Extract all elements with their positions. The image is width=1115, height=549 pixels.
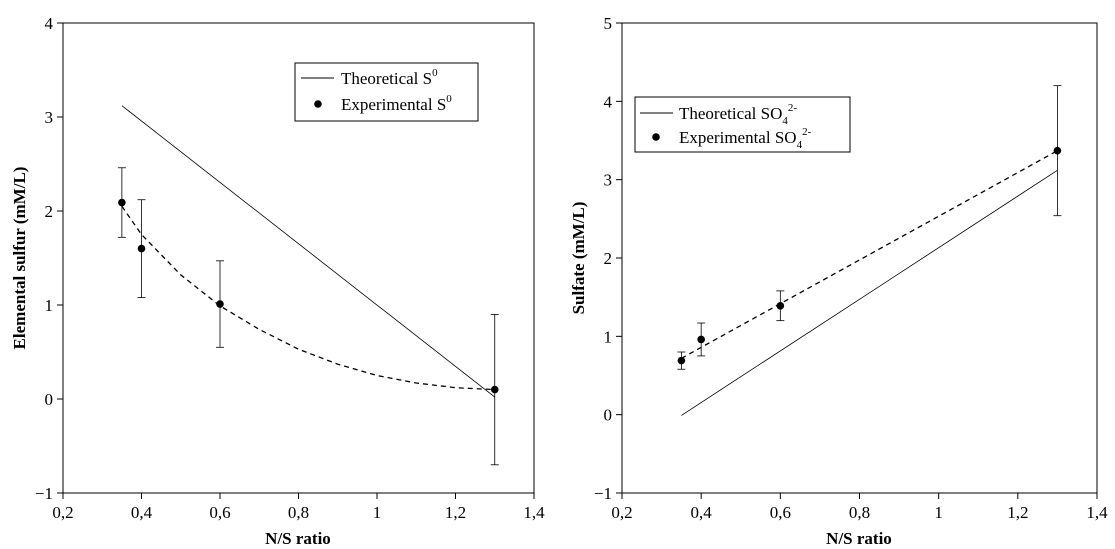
y-tick-label: 3 <box>45 108 54 127</box>
data-marks <box>677 85 1062 416</box>
y-axis-title: Sulfate (mM/L) <box>569 202 588 315</box>
x-tick-label: 0,4 <box>131 503 153 522</box>
legend-box <box>294 62 479 122</box>
data-point <box>137 244 146 253</box>
theoretical-line <box>681 169 1058 416</box>
x-tick-label: 1,2 <box>1007 503 1028 522</box>
x-tick-label: 1,4 <box>523 503 545 522</box>
data-point <box>697 335 705 344</box>
y-tick-label: 1 <box>604 327 613 346</box>
data-point <box>1053 146 1062 155</box>
x-tick-label: 0,4 <box>691 503 713 522</box>
elemental-sulfur-panel: 0,2 0,4 0,6 0,8 1 1,2 1,4 −1 0 1 2 3 4 N/S ratio El… <box>10 14 545 548</box>
x-tick-label: 0,6 <box>770 503 791 522</box>
y-tick-label: 3 <box>604 171 613 190</box>
x-tick-label: 1,2 <box>445 503 466 522</box>
legend-label-experimental: Experimental SO42- <box>679 126 812 151</box>
x-ticks: 0,2 0,4 0,6 0,8 1 1,2 1,4 <box>611 493 1108 522</box>
x-tick-label: 1,4 <box>1086 503 1108 522</box>
legend: Theoretical SO42- Experimental SO42- <box>634 96 851 153</box>
data-point <box>216 300 224 308</box>
fit-curve <box>681 150 1058 359</box>
legend-marker-experimental <box>314 100 322 108</box>
y-tick-label: −1 <box>594 484 612 503</box>
theoretical-line <box>121 105 496 398</box>
x-tick-label: 1 <box>934 503 943 522</box>
y-tick-label: −1 <box>35 484 53 503</box>
y-ticks: −1 0 1 2 3 4 <box>35 14 63 503</box>
x-tick-label: 0,6 <box>209 503 230 522</box>
legend-label-theoretical: Theoretical SO42- <box>679 102 797 127</box>
y-tick-label: 0 <box>604 406 613 425</box>
data-point <box>677 356 686 365</box>
y-tick-label: 5 <box>604 14 613 33</box>
data-point <box>118 198 126 207</box>
x-ticks: 0,2 0,4 0,6 0,8 1 1,2 1,4 <box>52 493 545 522</box>
data-point <box>776 301 785 310</box>
y-tick-label: 2 <box>45 202 54 221</box>
y-tick-label: 0 <box>45 390 54 409</box>
plot-frame <box>621 22 1098 494</box>
x-tick-label: 0,2 <box>611 503 632 522</box>
y-tick-label: 4 <box>604 92 613 111</box>
x-axis-title: N/S ratio <box>826 529 892 548</box>
y-axis-title: Elemental sulfur (mM/L) <box>10 167 29 350</box>
y-tick-label: 1 <box>45 296 54 315</box>
legend-label-theoretical: Theoretical S0 <box>341 67 438 88</box>
sulfate-panel: 0,2 0,4 0,6 0,8 1 1,2 1,4 −1 0 1 2 3 4 5 N/S ratio S… <box>569 14 1108 548</box>
y-ticks: −1 0 1 2 3 4 5 <box>594 14 622 503</box>
x-tick-label: 0,8 <box>288 503 309 522</box>
y-tick-label: 4 <box>45 14 54 33</box>
plot-frame <box>62 22 535 494</box>
fit-curve <box>121 205 495 391</box>
legend: Theoretical S0 Experimental S0 <box>294 62 479 122</box>
data-marks <box>117 105 499 466</box>
legend-label-experimental: Experimental S0 <box>341 93 452 114</box>
y-tick-label: 2 <box>604 249 613 268</box>
x-tick-label: 0,8 <box>849 503 870 522</box>
x-tick-label: 0,2 <box>52 503 73 522</box>
x-tick-label: 1 <box>373 503 382 522</box>
legend-box <box>634 96 851 153</box>
legend-marker-experimental <box>652 133 660 141</box>
x-axis-title: N/S ratio <box>265 529 331 548</box>
